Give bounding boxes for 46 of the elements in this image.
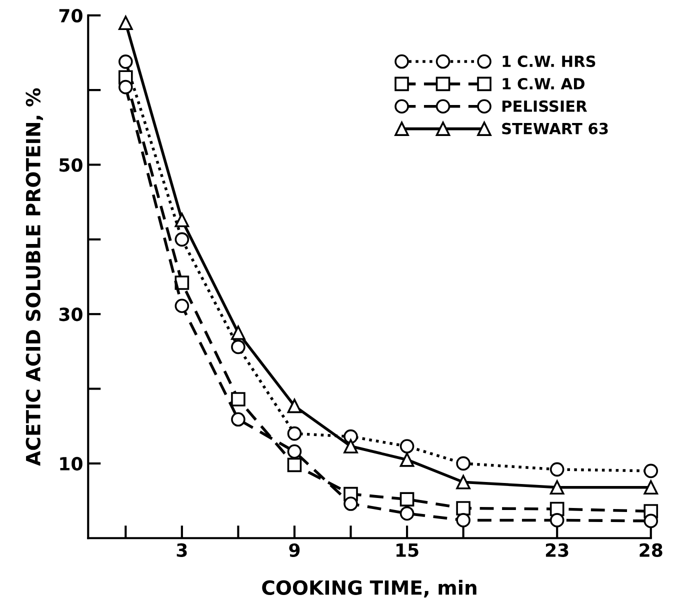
y-tick-label: 10 (60, 456, 82, 471)
point (456, 474, 470, 490)
point (456, 501, 470, 516)
point (174, 232, 190, 247)
point (644, 480, 658, 494)
point (550, 480, 564, 494)
point (287, 444, 302, 459)
y-tick-label: 30 (59, 308, 82, 322)
point (400, 452, 414, 467)
point (550, 462, 564, 477)
point (118, 54, 133, 69)
point (174, 212, 190, 228)
x-tick-label: 28 (640, 543, 662, 557)
point (400, 506, 414, 521)
point (344, 439, 358, 454)
x-axis-title: COOKING TIME, min (262, 580, 476, 598)
point (287, 426, 302, 441)
point (644, 514, 658, 528)
point (456, 456, 470, 471)
legend-label: 1 C.W. AD (502, 78, 584, 90)
legend-label: STEWART 63 (502, 122, 608, 134)
point (118, 80, 133, 94)
x-tick-label: 23 (546, 543, 568, 557)
point (344, 496, 358, 511)
point (231, 412, 246, 427)
point (550, 513, 564, 528)
point (174, 298, 190, 314)
y-tick-label: 70 (59, 8, 82, 22)
point (231, 340, 246, 354)
point (287, 398, 302, 414)
point (118, 16, 133, 30)
point (644, 464, 658, 478)
point (287, 458, 302, 472)
point (344, 429, 358, 444)
point (231, 392, 246, 406)
legend-label: PELISSIER (502, 100, 588, 112)
y-axis-title: ACETIC ACID SOLUBLE PROTEIN, % (26, 88, 43, 466)
x-tick-label: 3 (176, 543, 187, 557)
x-tick-label: 15 (396, 544, 418, 557)
point (456, 513, 470, 528)
point (400, 492, 414, 506)
x-tick-label: 9 (289, 543, 300, 557)
legend-label: 1 C.W. HRS (502, 56, 596, 68)
point (400, 439, 414, 454)
point (231, 326, 246, 340)
y-tick-label: 50 (60, 158, 82, 172)
